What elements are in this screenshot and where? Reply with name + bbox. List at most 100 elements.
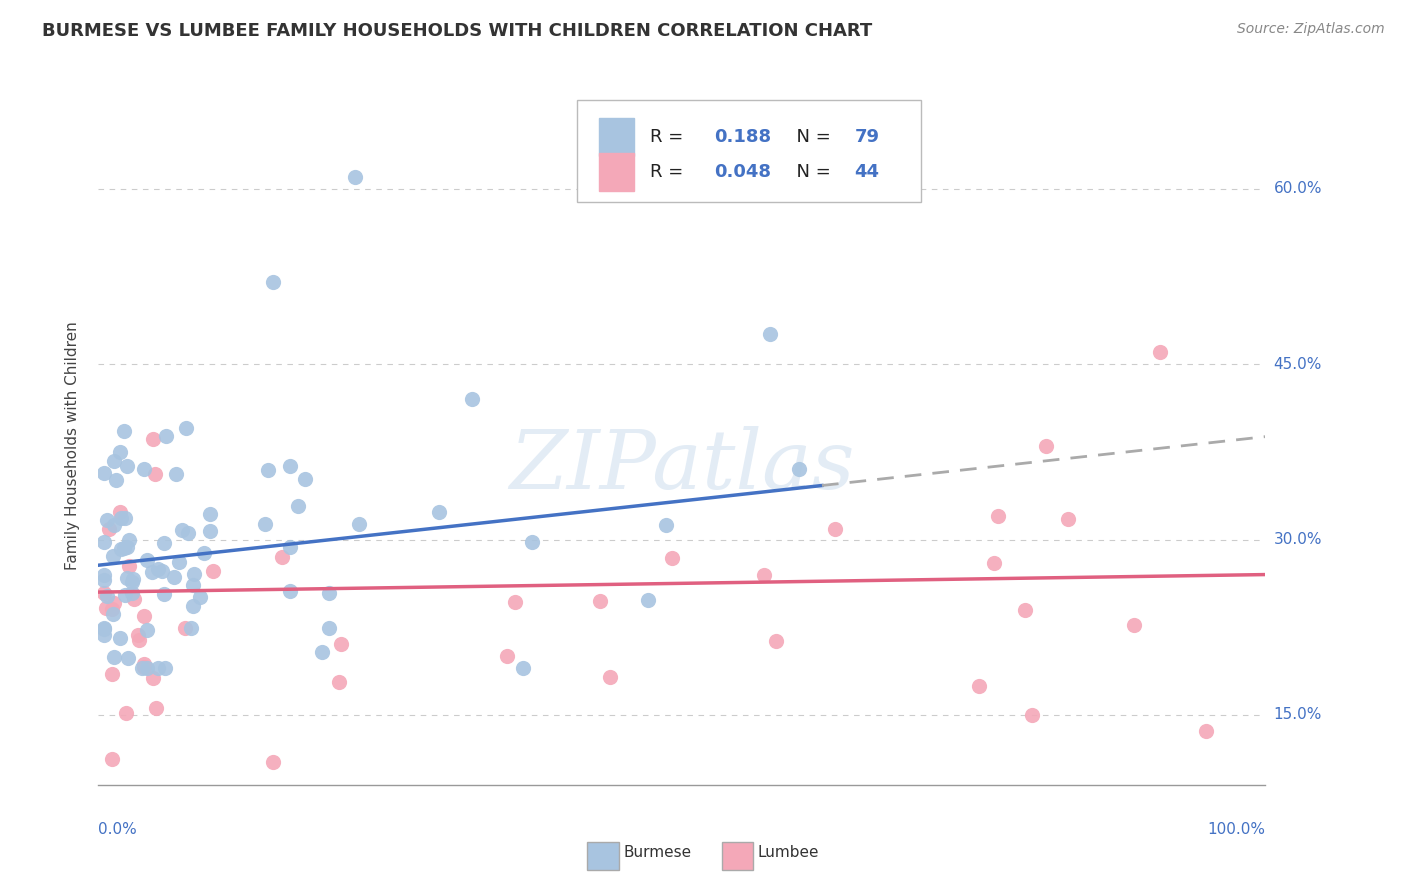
Point — [752, 567, 775, 582]
Point — [287, 499, 309, 513]
Point — [589, 594, 612, 608]
Point — [1021, 707, 1043, 722]
Point — [142, 671, 165, 685]
Text: 15.0%: 15.0% — [1274, 707, 1322, 723]
Point — [758, 327, 780, 342]
Point — [150, 564, 173, 578]
Point — [311, 645, 333, 659]
Point — [661, 551, 683, 566]
Point — [93, 574, 115, 588]
Point — [181, 578, 204, 592]
Point — [181, 599, 204, 613]
Point — [136, 553, 159, 567]
Point — [115, 571, 138, 585]
Point — [1057, 512, 1080, 526]
Point — [257, 463, 280, 477]
Point — [142, 432, 165, 446]
Point — [172, 523, 194, 537]
FancyBboxPatch shape — [721, 842, 754, 871]
Point — [328, 675, 350, 690]
Point — [114, 706, 136, 721]
Point — [134, 660, 156, 674]
Point — [765, 634, 787, 648]
Point — [262, 276, 284, 290]
Point — [1123, 618, 1146, 632]
Point — [114, 511, 136, 525]
Point — [118, 533, 141, 547]
Point — [118, 558, 141, 573]
Point — [262, 755, 284, 769]
Point — [173, 621, 195, 635]
Point — [93, 466, 115, 480]
Point — [97, 522, 120, 536]
Point — [108, 444, 131, 458]
Point — [103, 549, 125, 563]
Y-axis label: Family Households with Children: Family Households with Children — [65, 322, 80, 570]
Point — [132, 657, 155, 671]
Point — [294, 472, 316, 486]
Point — [114, 588, 136, 602]
Point — [637, 593, 659, 607]
Point — [278, 458, 301, 473]
Point — [520, 535, 543, 549]
Text: 45.0%: 45.0% — [1274, 357, 1322, 372]
Point — [105, 473, 128, 487]
Point — [121, 574, 143, 589]
Point — [188, 590, 211, 604]
Point — [987, 509, 1010, 524]
Point — [330, 637, 353, 651]
Text: BURMESE VS LUMBEE FAMILY HOUSEHOLDS WITH CHILDREN CORRELATION CHART: BURMESE VS LUMBEE FAMILY HOUSEHOLDS WITH… — [42, 22, 873, 40]
Point — [136, 661, 159, 675]
Text: 0.048: 0.048 — [714, 163, 772, 181]
Point — [347, 517, 370, 532]
Point — [278, 540, 301, 554]
Point — [93, 568, 115, 582]
Point — [278, 584, 301, 599]
Point — [183, 567, 205, 582]
Point — [427, 504, 450, 518]
Point — [344, 170, 367, 185]
Point — [969, 679, 991, 693]
Point — [103, 453, 125, 467]
Point — [110, 541, 132, 556]
Point — [110, 511, 132, 525]
Point — [122, 591, 145, 606]
Point — [132, 462, 155, 476]
Text: ZIPatlas: ZIPatlas — [509, 426, 855, 507]
Point — [193, 546, 215, 560]
Point — [201, 564, 224, 578]
Point — [198, 508, 221, 522]
FancyBboxPatch shape — [588, 842, 619, 871]
Point — [318, 586, 340, 600]
Point — [496, 649, 519, 664]
Point — [132, 608, 155, 623]
Point — [101, 607, 124, 621]
Point — [461, 392, 484, 407]
Point — [824, 522, 846, 536]
Point — [100, 667, 122, 681]
Text: Burmese: Burmese — [623, 846, 692, 860]
Point — [512, 661, 534, 675]
Point — [103, 517, 125, 532]
Point — [152, 536, 174, 550]
Point — [141, 565, 163, 579]
Point — [136, 623, 159, 637]
Text: 0.188: 0.188 — [714, 128, 772, 146]
Point — [503, 594, 526, 608]
Point — [153, 661, 176, 675]
Point — [253, 517, 276, 532]
Point — [127, 628, 149, 642]
Point — [200, 524, 222, 538]
Point — [1035, 439, 1057, 453]
Text: Lumbee: Lumbee — [758, 846, 820, 860]
Point — [599, 670, 621, 684]
Point — [131, 661, 153, 675]
Text: 44: 44 — [855, 163, 880, 181]
Point — [174, 421, 197, 435]
Text: R =: R = — [651, 128, 689, 146]
Text: 30.0%: 30.0% — [1274, 532, 1322, 547]
Point — [318, 621, 340, 635]
Point — [93, 628, 115, 642]
FancyBboxPatch shape — [576, 100, 921, 202]
Point — [117, 651, 139, 665]
